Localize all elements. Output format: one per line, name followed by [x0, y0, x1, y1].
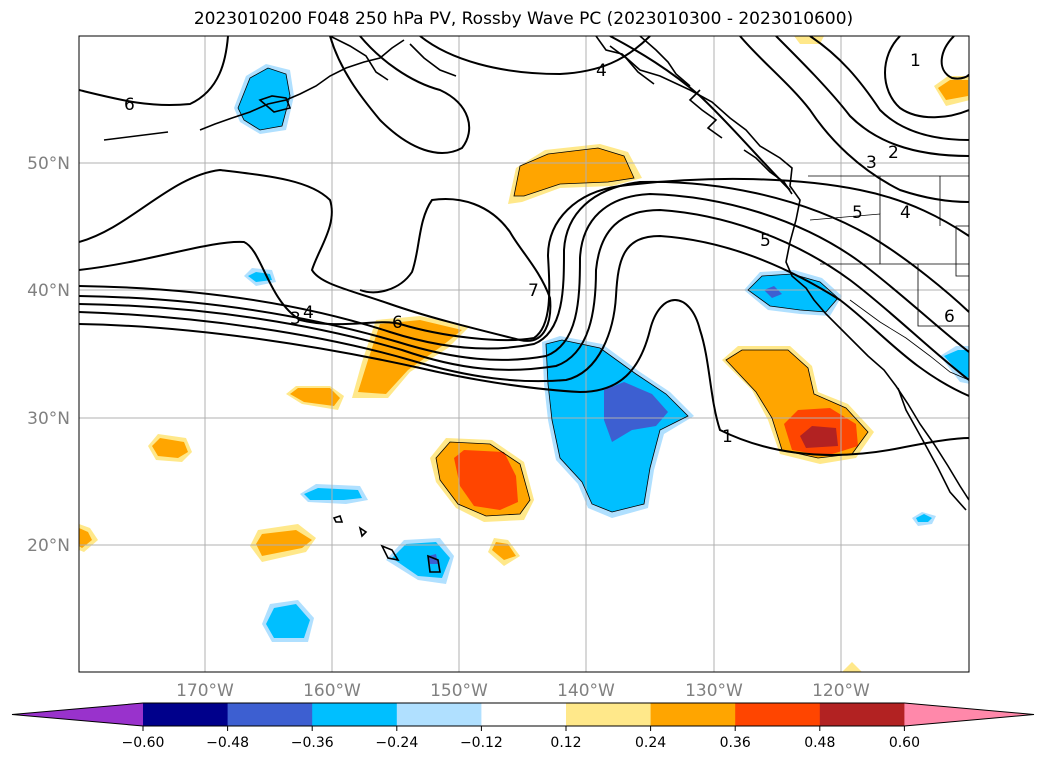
colorbar-swatch [481, 703, 567, 726]
pv-contour-3 [79, 208, 969, 381]
contour-label: 2 [888, 143, 899, 163]
lon-label: 170°W [176, 681, 234, 701]
colorbar-tick-label: 0.12 [550, 735, 581, 751]
contour-label: 1 [910, 51, 921, 71]
contour-label: 4 [596, 61, 607, 81]
colorbar-swatch [227, 703, 313, 726]
contour-label: 6 [124, 95, 135, 115]
colorbar-tick-label: 0.24 [635, 735, 666, 751]
colorbar-tick-label: 0.48 [804, 735, 835, 751]
contour-labels: 6 4 3 2 1 5 4 5 6 7 6 3 4 1 [124, 51, 955, 447]
contour-label: 4 [303, 303, 314, 323]
colorbar-extend-min [12, 703, 143, 726]
lon-label: 150°W [430, 681, 488, 701]
coastlines [103, 36, 969, 573]
pv-contour-2 [79, 234, 969, 397]
graticule [79, 36, 969, 672]
pv-contour-6 [79, 177, 969, 342]
colorbar-swatch [819, 703, 905, 726]
map-frame [78, 35, 970, 673]
colorbar-swatch [396, 703, 482, 726]
colorbar-tick-label: −0.36 [291, 735, 334, 751]
latitude-labels: 50°N 40°N 30°N 20°N [27, 154, 70, 556]
contour-label: 7 [528, 281, 539, 301]
colorbar-tick-label: −0.24 [375, 735, 418, 751]
colorbar-tick-label: 0.60 [889, 735, 920, 751]
pv-contours [79, 36, 969, 456]
lat-label: 40°N [27, 281, 70, 301]
colorbar-swatch [735, 703, 821, 726]
colorbar-extend-max [904, 703, 1034, 726]
pv-contour-7 [79, 168, 552, 342]
colorbar-swatch [312, 703, 398, 726]
contour-label: 1 [722, 427, 733, 447]
colorbar-swatch [650, 703, 736, 726]
contour-label: 3 [866, 153, 877, 173]
contour-label: 6 [944, 307, 955, 327]
longitude-labels: 170°W 160°W 150°W 140°W 130°W 120°W [176, 681, 870, 701]
colorbar-tick-label: 0.36 [720, 735, 751, 751]
lat-label: 20°N [27, 536, 70, 556]
lat-label: 50°N [27, 154, 70, 174]
anomaly-outlines [237, 67, 869, 517]
lat-label: 30°N [27, 409, 70, 429]
contour-label: 5 [852, 203, 863, 223]
contour-label: 4 [900, 203, 911, 223]
contour-label: 3 [290, 309, 301, 329]
colorbar-tick-label: −0.12 [460, 735, 503, 751]
colorbar-swatch [566, 703, 652, 726]
pv-contour-1 [79, 299, 969, 456]
lon-label: 140°W [557, 681, 615, 701]
map-title: 2023010200 F048 250 hPa PV, Rossby Wave … [193, 9, 854, 29]
lon-label: 160°W [303, 681, 361, 701]
colorbar: −0.60 −0.48 −0.36 −0.24 −0.12 0.12 0.24 0.36 0.4… [11, 702, 1035, 751]
contour-label: 6 [392, 313, 403, 333]
lon-label: 120°W [812, 681, 870, 701]
north-america-coast [595, 36, 969, 501]
pv-contour-4 [79, 192, 969, 361]
colorbar-tick-label: −0.48 [206, 735, 249, 751]
lon-label: 130°W [685, 681, 743, 701]
colorbar-tick-label: −0.60 [122, 735, 165, 751]
contour-label: 5 [760, 231, 771, 251]
colorbar-swatch [143, 703, 229, 726]
pv-contour-5 [79, 180, 969, 350]
map-plot-area: 6 4 3 2 1 5 4 5 6 7 6 3 4 1 [79, 36, 969, 672]
